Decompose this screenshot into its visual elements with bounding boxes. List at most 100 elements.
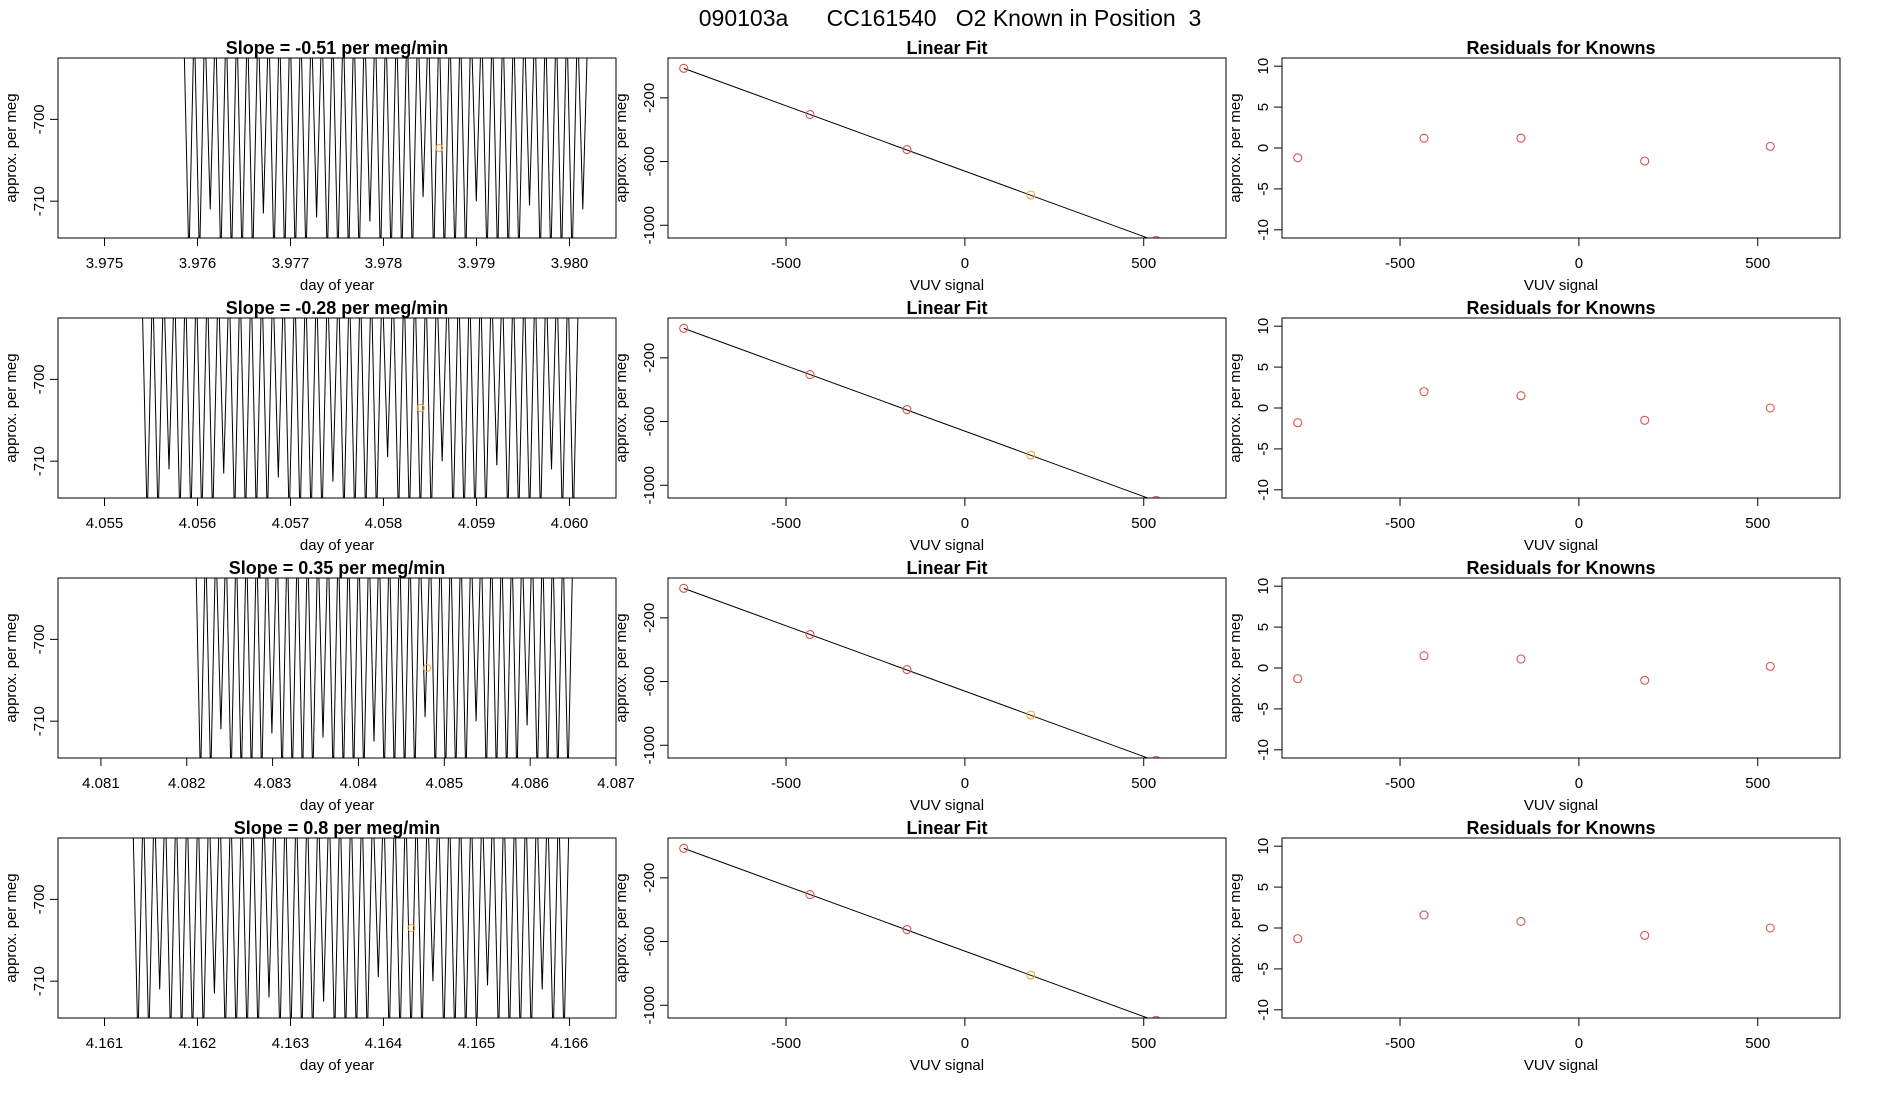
x-tick-label: 3.980 <box>551 255 589 272</box>
chart-panel-row2-linear-fit: Linear Fit VUV signal approx. per meg -500 0… <box>613 298 1227 554</box>
y-tick-label: -1000 <box>641 726 658 764</box>
y-axis-label: approx. per meg <box>613 93 630 202</box>
y-tick-label: -1000 <box>641 466 658 504</box>
y-tick-label: -5 <box>1255 702 1272 715</box>
x-tick-label: 4.060 <box>551 515 589 532</box>
plot-frame <box>1281 577 1841 759</box>
y-tick-label: -200 <box>641 863 658 893</box>
x-tick-label: 4.057 <box>272 515 310 532</box>
y-axis-label: approx. per meg <box>3 93 20 202</box>
y-axis-label: approx. per meg <box>613 873 630 982</box>
x-axis-label: day of year <box>300 1057 374 1074</box>
data-point <box>805 369 815 380</box>
plot-frame <box>1281 57 1841 239</box>
chart-panel-row3-residuals: Residuals for Knowns VUV signal approx. pe… <box>1227 558 1841 814</box>
data-point <box>1765 141 1775 151</box>
data-point <box>1516 654 1526 664</box>
y-tick-label: -710 <box>31 966 48 996</box>
x-tick-label: 500 <box>1745 515 1770 532</box>
y-tick-label: -200 <box>641 603 658 633</box>
x-tick-label: -500 <box>1385 255 1415 272</box>
y-tick-label: -710 <box>31 186 48 216</box>
data-point <box>1765 923 1775 933</box>
x-tick-label: 4.059 <box>458 515 496 532</box>
data-point <box>1152 755 1161 758</box>
panel-title: Residuals for Knowns <box>1466 38 1655 58</box>
data-point <box>1765 661 1775 671</box>
y-tick-label: -10 <box>1255 739 1272 761</box>
plot-frame <box>667 57 1227 239</box>
x-tick-label: 4.163 <box>272 1035 310 1052</box>
chart-panel-row2-residuals: Residuals for Knowns VUV signal approx. pe… <box>1227 298 1841 554</box>
plot-area <box>679 583 1161 758</box>
x-tick-label: 3.976 <box>179 255 217 272</box>
panel-title: Slope = 0.8 per meg/min <box>234 818 441 838</box>
plot-frame <box>667 837 1227 1019</box>
panels: Slope = -0.51 per meg/min day of year appr… <box>3 38 1841 1074</box>
plot-frame <box>1281 317 1841 499</box>
x-tick-label: 0 <box>961 255 969 272</box>
fit-line <box>683 67 1150 238</box>
x-tick-label: 4.164 <box>365 1035 403 1052</box>
y-tick-label: -710 <box>31 446 48 476</box>
data-point <box>1152 1015 1161 1018</box>
y-tick-label: -600 <box>641 407 658 437</box>
y-tick-label: -1000 <box>641 986 658 1024</box>
x-axis-label: VUV signal <box>910 797 984 814</box>
data-point <box>679 323 689 333</box>
x-axis-label: VUV signal <box>1524 277 1598 294</box>
chart-panel-row3-linear-fit: Linear Fit VUV signal approx. per meg -500 0… <box>613 558 1227 814</box>
chart-panel-row1-trace: Slope = -0.51 per meg/min day of year appr… <box>3 38 617 294</box>
y-tick-label: -700 <box>31 884 48 914</box>
data-point <box>1152 495 1161 498</box>
x-tick-label: -500 <box>771 775 801 792</box>
plot-area <box>1293 387 1775 428</box>
data-point <box>1640 156 1650 166</box>
y-tick-label: 0 <box>1255 664 1272 672</box>
x-axis-label: day of year <box>300 537 374 554</box>
data-point <box>1516 391 1526 401</box>
y-tick-label: -700 <box>31 624 48 654</box>
x-tick-label: 4.161 <box>86 1035 124 1052</box>
data-point <box>679 583 689 593</box>
y-axis-label: approx. per meg <box>613 353 630 462</box>
y-axis-label: approx. per meg <box>3 613 20 722</box>
x-tick-label: 4.087 <box>597 775 635 792</box>
y-tick-label: 10 <box>1255 58 1272 75</box>
x-tick-label: -500 <box>1385 775 1415 792</box>
x-tick-label: 0 <box>961 515 969 532</box>
y-tick-label: -5 <box>1255 962 1272 975</box>
x-tick-label: 4.083 <box>254 775 292 792</box>
y-tick-label: -600 <box>641 927 658 957</box>
x-tick-label: 500 <box>1131 1035 1156 1052</box>
chart-panel-row3-trace: Slope = 0.35 per meg/min day of year appro… <box>3 558 635 814</box>
x-tick-label: 3.979 <box>458 255 496 272</box>
y-tick-label: -10 <box>1255 219 1272 241</box>
reference-marker <box>416 404 425 412</box>
trace-line <box>195 578 573 758</box>
x-tick-label: 500 <box>1131 775 1156 792</box>
x-axis-label: day of year <box>300 277 374 294</box>
y-tick-label: 10 <box>1255 838 1272 855</box>
x-tick-label: 4.166 <box>551 1035 589 1052</box>
plot-area <box>1293 651 1775 685</box>
x-tick-label: 500 <box>1131 515 1156 532</box>
x-tick-label: 4.082 <box>168 775 206 792</box>
y-axis-label: approx. per meg <box>613 613 630 722</box>
page-title: 090103a CC161540 O2 Known in Position 3 <box>699 5 1202 31</box>
x-tick-label: 500 <box>1131 255 1156 272</box>
chart-panel-row4-residuals: Residuals for Knowns VUV signal approx. pe… <box>1227 818 1841 1074</box>
data-point <box>1640 930 1650 940</box>
plot-area <box>1293 133 1775 166</box>
x-axis-label: day of year <box>300 797 374 814</box>
y-tick-label: 5 <box>1255 883 1272 891</box>
x-tick-label: 0 <box>961 1035 969 1052</box>
y-tick-label: 10 <box>1255 578 1272 595</box>
y-tick-label: 0 <box>1255 924 1272 932</box>
x-tick-label: -500 <box>771 1035 801 1052</box>
data-point <box>1026 190 1036 200</box>
x-tick-label: 0 <box>1575 1035 1583 1052</box>
x-tick-label: 3.977 <box>272 255 310 272</box>
y-tick-label: -200 <box>641 83 658 113</box>
chart-panel-row4-linear-fit: Linear Fit VUV signal approx. per meg -500 0… <box>613 818 1227 1074</box>
